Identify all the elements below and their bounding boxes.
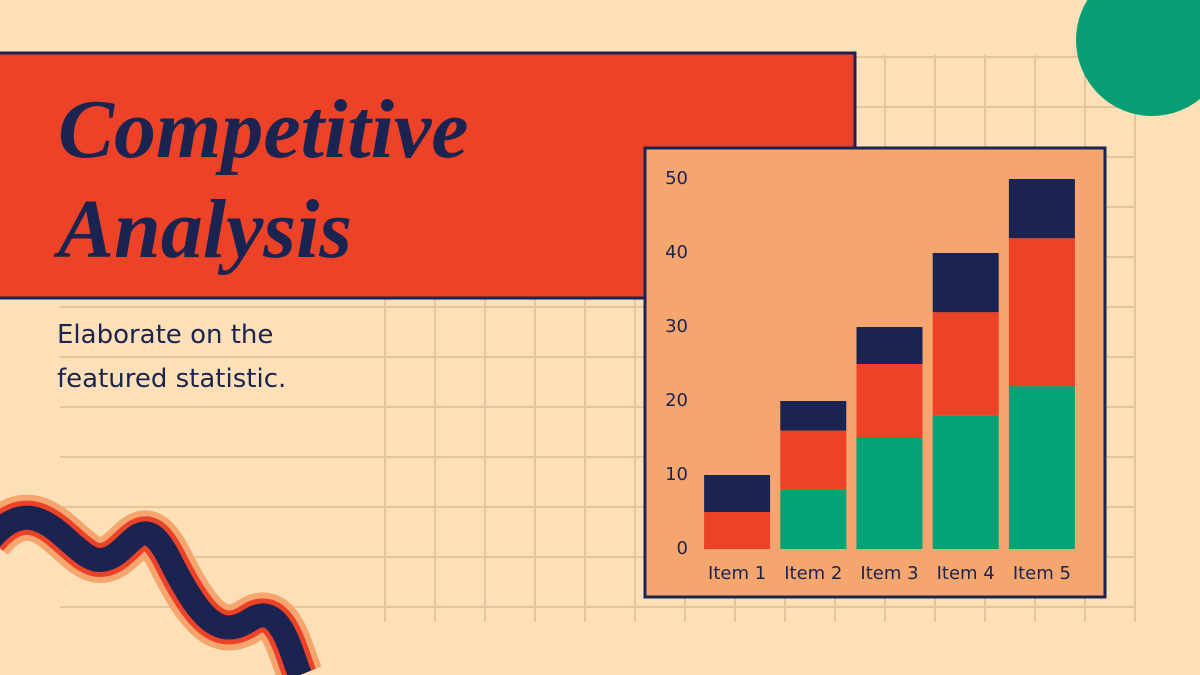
bar-segment <box>1008 238 1075 387</box>
x-tick-label: Item 3 <box>860 563 918 584</box>
title: Competitive Analysis <box>53 83 469 276</box>
x-tick-label: Item 1 <box>708 563 766 584</box>
bar-segment <box>704 475 771 512</box>
bar-segment <box>704 512 771 549</box>
subtitle: Elaborate on the featured statistic. <box>57 320 286 394</box>
y-tick-label: 20 <box>665 390 688 411</box>
y-tick-label: 0 <box>677 538 688 559</box>
bar-segment <box>780 430 847 490</box>
bar-segment <box>780 489 847 549</box>
bar-segment <box>780 401 847 431</box>
decor-circle <box>1076 0 1200 116</box>
y-tick-label: 10 <box>665 464 688 485</box>
decor-squiggle <box>0 494 322 675</box>
x-tick-label: Item 5 <box>1013 563 1071 584</box>
y-tick-label: 40 <box>665 242 688 263</box>
bar-segment <box>1008 179 1075 239</box>
bar-segment <box>856 438 923 549</box>
y-tick-label: 50 <box>665 168 688 189</box>
bar-segment <box>856 364 923 438</box>
x-tick-label: Item 4 <box>937 563 995 584</box>
bar-segment <box>856 327 923 364</box>
bar-segment <box>932 253 999 313</box>
bar-segment <box>1008 386 1075 549</box>
bar-segment <box>932 312 999 416</box>
bar-segment <box>932 415 999 549</box>
y-tick-label: 30 <box>665 316 688 337</box>
x-tick-label: Item 2 <box>784 563 842 584</box>
chart: 0 10 20 30 40 50 Item 1 Item 2 Item 3 Item 4 Item … <box>665 168 1075 584</box>
